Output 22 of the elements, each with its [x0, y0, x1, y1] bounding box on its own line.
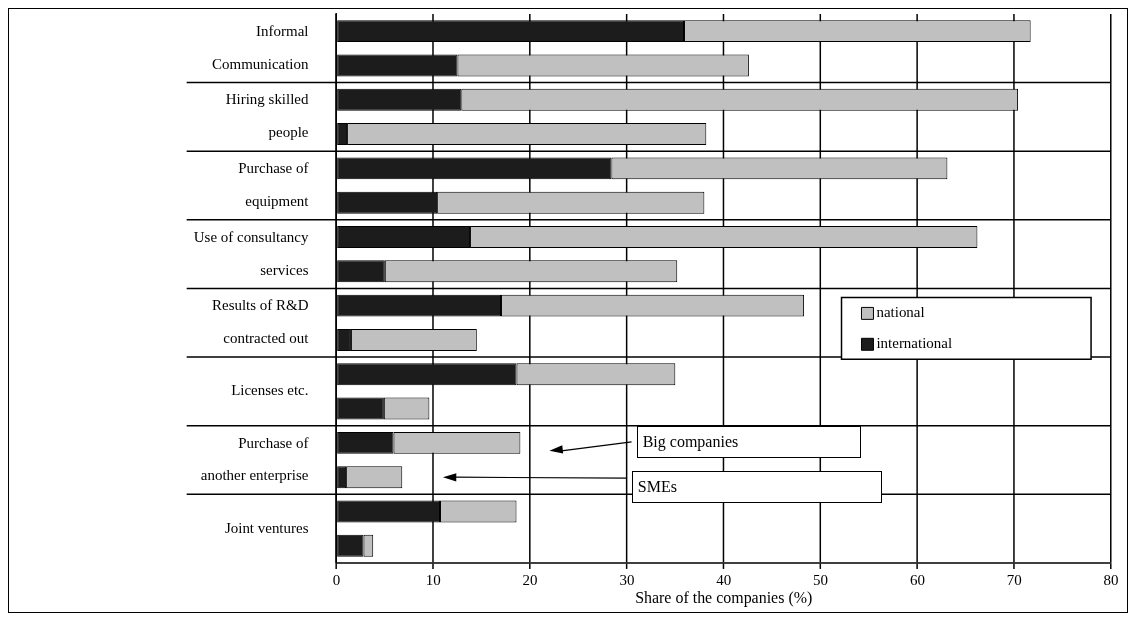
- y-tick-label: Informal Communication: [212, 22, 309, 72]
- x-tick-label: 0: [332, 571, 341, 588]
- y-tick-label: Joint ventures: [224, 519, 309, 536]
- y-tick-label: Purchase of another enterprise: [200, 434, 309, 484]
- legend-label: national: [876, 304, 925, 321]
- x-tick-label: 10: [425, 571, 441, 588]
- x-tick-label: 30: [619, 571, 635, 588]
- y-tick-label: Licenses etc.: [231, 382, 309, 399]
- x-tick-label: 70: [1006, 571, 1022, 588]
- x-tick-label: 80: [1103, 571, 1119, 588]
- y-tick-label: Hiring skilled people: [225, 91, 309, 141]
- y-tick-label: Purchase of equipment: [238, 160, 310, 209]
- x-axis-title: Share of the companies (%): [635, 588, 813, 607]
- callout-box: Big companies: [636, 426, 861, 459]
- callout-box: SMEs: [631, 470, 882, 503]
- y-tick-label: Use of consultancy services: [193, 228, 309, 278]
- x-tick-label: 60: [909, 571, 925, 588]
- y-tick-label: Results of R&D contracted out: [212, 297, 310, 347]
- x-tick-label: 40: [716, 571, 732, 588]
- x-tick-label: 50: [813, 571, 829, 588]
- x-tick-label: 20: [522, 571, 538, 588]
- legend-label: international: [876, 335, 953, 352]
